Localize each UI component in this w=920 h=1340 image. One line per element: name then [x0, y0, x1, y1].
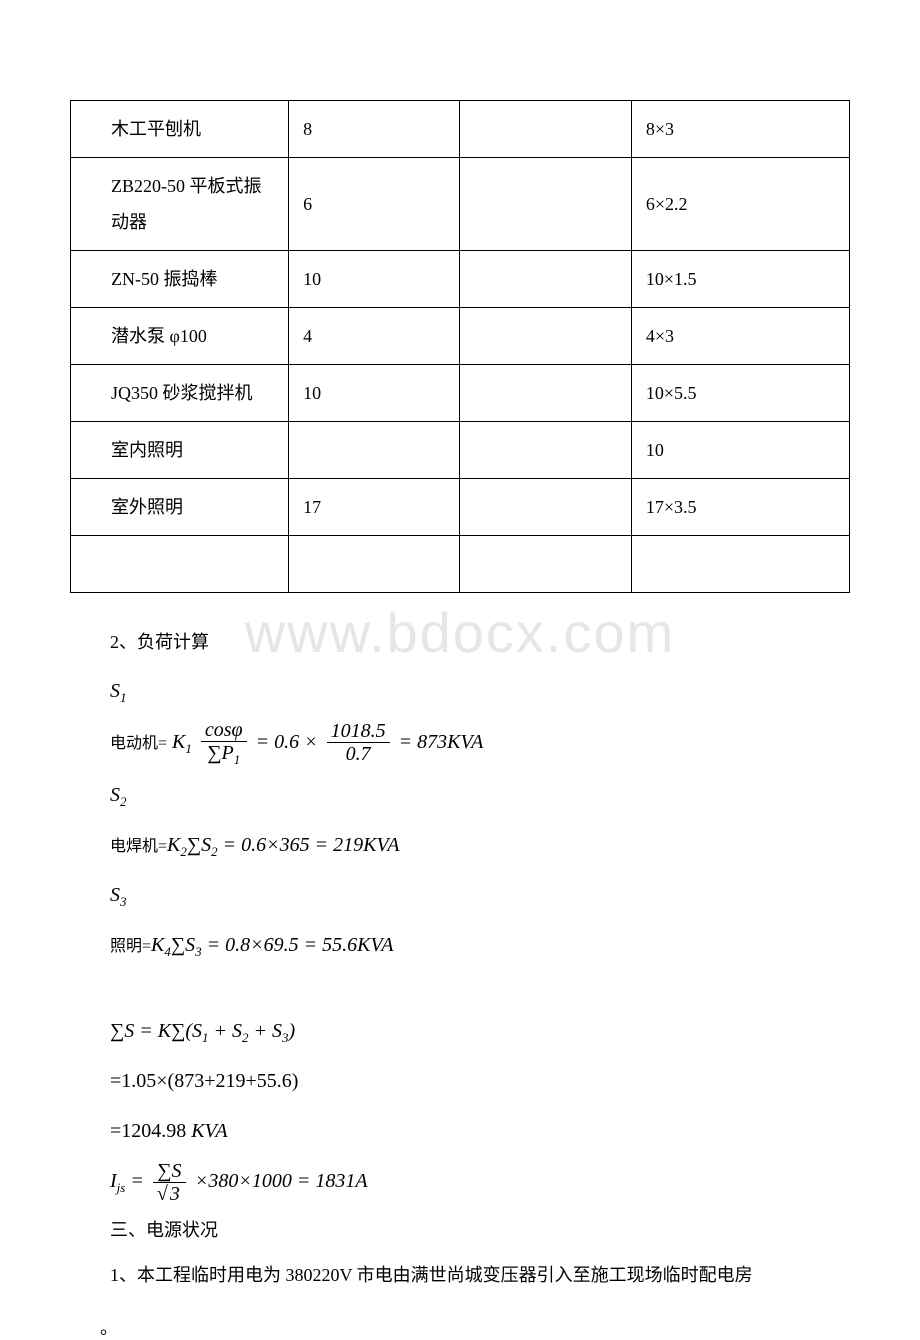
s3-symbol: S3 [110, 873, 850, 917]
table-cell [460, 422, 631, 479]
table-cell: 潜水泵 φ100 [71, 308, 289, 365]
current-formula: Ijs = ∑S √3 ×380×1000 = 1831A [110, 1159, 850, 1205]
load-calc-section: 2、负荷计算 S1 电动机= K1 cosφ ∑P1 = 0.6 × 1018.… [70, 623, 850, 1296]
table-cell [631, 536, 849, 593]
table-row: ZB220-50 平板式振动器6 6×2.2 [71, 158, 850, 251]
table-cell [460, 251, 631, 308]
light-formula: 照明=K4∑S3 = 0.8×69.5 = 55.6KVA [110, 923, 850, 967]
s1-symbol: S1 [110, 669, 850, 713]
table-cell: 10 [631, 422, 849, 479]
total-sum-formula: ∑S = K∑(S1 + S2 + S3) [110, 1009, 850, 1053]
table-cell [289, 536, 460, 593]
table-cell [460, 158, 631, 251]
table-cell: 10×5.5 [631, 365, 849, 422]
table-row: 室内照明 10 [71, 422, 850, 479]
table-cell [460, 479, 631, 536]
table-cell: 10×1.5 [631, 251, 849, 308]
s2-symbol: S2 [110, 773, 850, 817]
table-row: 潜水泵 φ1004 4×3 [71, 308, 850, 365]
table-cell: 17×3.5 [631, 479, 849, 536]
total-line3: =1204.98 KVA [110, 1109, 850, 1153]
table-row: ZN-50 振捣棒10 10×1.5 [71, 251, 850, 308]
power-para1: 1、本工程临时用电为 380220V 市电由满世尚城变压器引入至施工现场临时配电… [110, 1256, 850, 1296]
total-line2: =1.05×(873+219+55.6) [110, 1059, 850, 1103]
table-cell [71, 536, 289, 593]
weld-formula: 电焊机=K2∑S2 = 0.6×365 = 219KVA [110, 823, 850, 867]
table-cell: 室内照明 [71, 422, 289, 479]
table-cell [460, 365, 631, 422]
table-cell: 4 [289, 308, 460, 365]
table-row [71, 536, 850, 593]
table-cell [289, 422, 460, 479]
table-cell: 10 [289, 251, 460, 308]
table-cell: 4×3 [631, 308, 849, 365]
table-cell: 10 [289, 365, 460, 422]
table-cell [460, 308, 631, 365]
table-cell [460, 536, 631, 593]
motor-formula: 电动机= K1 cosφ ∑P1 = 0.6 × 1018.5 0.7 = 87… [110, 719, 850, 767]
table-cell: ZN-50 振捣棒 [71, 251, 289, 308]
table-cell: ZB220-50 平板式振动器 [71, 158, 289, 251]
table-cell: 6×2.2 [631, 158, 849, 251]
table-cell: JQ350 砂浆搅拌机 [71, 365, 289, 422]
table-cell: 6 [289, 158, 460, 251]
table-cell: 8×3 [631, 101, 849, 158]
page-content: 木工平刨机8 8×3ZB220-50 平板式振动器6 6×2.2ZN-50 振捣… [0, 0, 920, 1340]
table-row: 室外照明17 17×3.5 [71, 479, 850, 536]
equipment-table: 木工平刨机8 8×3ZB220-50 平板式振动器6 6×2.2ZN-50 振捣… [70, 100, 850, 593]
power-tail: 。 [100, 1314, 850, 1340]
table-cell: 木工平刨机 [71, 101, 289, 158]
power-heading: 三、电源状况 [110, 1211, 850, 1251]
table-cell [460, 101, 631, 158]
table-row: JQ350 砂浆搅拌机10 10×5.5 [71, 365, 850, 422]
table-cell: 17 [289, 479, 460, 536]
load-heading: 2、负荷计算 [110, 623, 850, 663]
table-row: 木工平刨机8 8×3 [71, 101, 850, 158]
table-cell: 室外照明 [71, 479, 289, 536]
table-cell: 8 [289, 101, 460, 158]
